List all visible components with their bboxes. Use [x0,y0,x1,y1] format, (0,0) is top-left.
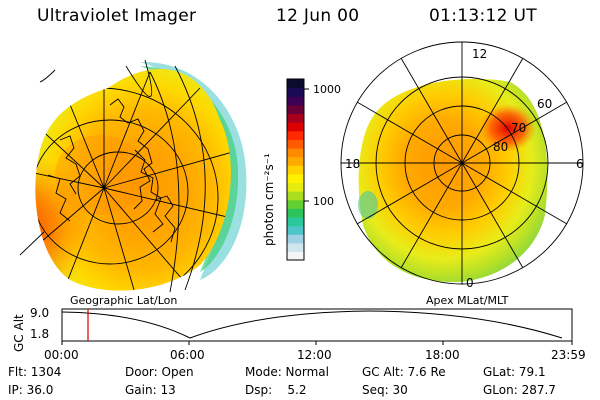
colorbar-tick-1000: 1000 [313,83,341,96]
mlt-label-18: 18 [345,157,361,171]
colorbar-cell [287,96,304,106]
magnetic-polar-image [340,41,584,285]
colorbar-cell [287,139,304,149]
mlt-label-0: 0 [466,276,474,290]
mlat-label-80: 80 [493,140,509,154]
instrument-title: Ultraviolet Imager [37,6,197,26]
right-panel-caption: Apex MLat/MLT [426,294,509,307]
timeline-y-bottom: 1.8 [30,327,50,341]
colorbar-cell [287,165,304,175]
colorbar-cell [287,251,304,261]
timeline-ylabel: GC Alt [12,314,26,352]
colorbar-cell [287,147,304,158]
colorbar-unit-label: photon cm⁻²s⁻¹ [262,153,276,246]
left-panel-caption: Geographic Lat/Lon [70,294,178,307]
gc-altitude: GC Alt: 7.6 Re [362,365,446,379]
colorbar-cell [287,130,304,140]
timeline-y-top: 9.0 [30,306,50,320]
mode-status: Mode: Normal [245,365,329,379]
colorbar-cell [287,199,304,209]
colorbar-cell [287,242,304,252]
geographic-latitude: GLat: 79.1 [483,365,546,379]
mlt-label-12: 12 [472,47,488,61]
timeline-tick-1800: 18:00 [425,348,460,362]
mlt-label-6: 6 [576,157,584,171]
colorbar-cell [287,87,304,97]
door-status: Door: Open [125,365,194,379]
colorbar-cell [287,104,304,115]
sequence-number: Seq: 30 [362,383,408,397]
colorbar-cell [287,113,304,123]
geographic-longitude: GLon: 287.7 [483,383,556,397]
flight-number: Flt: 1304 [8,365,62,379]
colorbar [286,78,309,261]
colorbar-cell [287,122,304,132]
altitude-timeline [61,308,573,345]
timeline-tick-0000: 00:00 [44,348,79,362]
ip-value: IP: 36.0 [8,383,54,397]
colorbar-cell [287,156,304,166]
colorbar-cell [287,234,304,244]
colorbar-cell [287,225,304,235]
timeline-tick-1200: 12:00 [297,348,332,362]
colorbar-cell [287,79,304,89]
image-time: 01:13:12 UT [429,6,537,26]
image-date: 12 Jun 00 [276,6,360,26]
timeline-tick-2359: 23:59 [551,348,586,362]
colorbar-cell [287,173,304,184]
mlat-label-60: 60 [537,97,553,111]
colorbar-tick-100: 100 [313,195,334,208]
timeline-tick-0600: 06:00 [170,348,205,362]
colorbar-cell [287,216,304,227]
colorbar-cell [287,208,304,218]
dsp-value: Dsp: 5.2 [245,383,307,397]
colorbar-cell [287,191,304,201]
gain-value: Gain: 13 [125,383,176,397]
geographic-image [19,59,247,293]
colorbar-cell [287,182,304,192]
mlat-label-70: 70 [511,121,527,135]
